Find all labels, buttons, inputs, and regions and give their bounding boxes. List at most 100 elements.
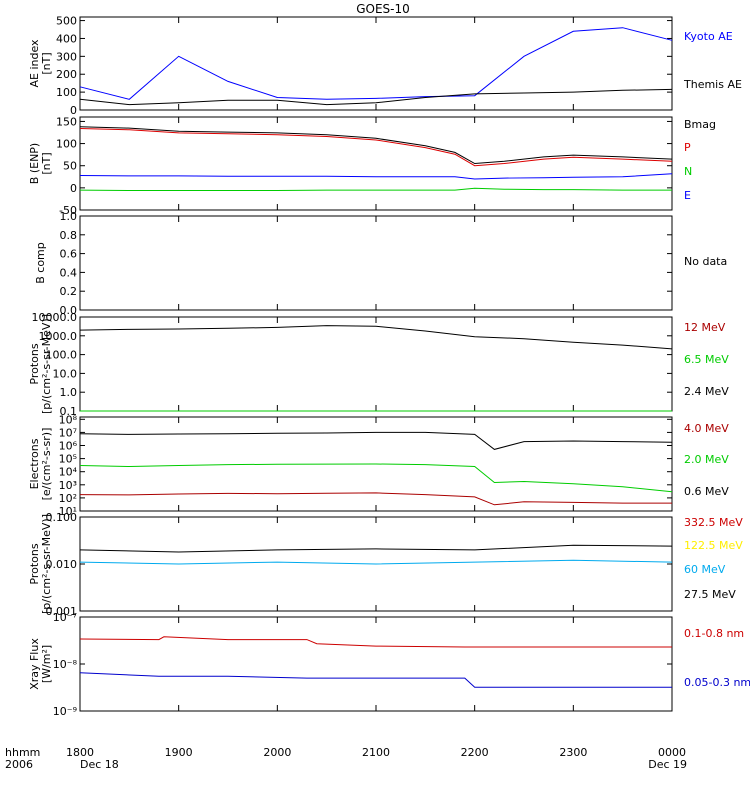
y-tick-label: 0.100 bbox=[46, 511, 78, 524]
y-tick-label: 150 bbox=[56, 115, 77, 128]
series-line-27-5-mev bbox=[79, 544, 673, 553]
y-axis-label: B (ENP) bbox=[28, 143, 41, 184]
panel-4: 0.1 1.0 10.0 100.0 1000.0 10000.0 Protons [p/(c… bbox=[28, 311, 729, 418]
series-line-2-4-mev bbox=[79, 325, 673, 350]
y-axis-label: Protons bbox=[28, 543, 41, 584]
y-tick-label: 500 bbox=[56, 15, 77, 28]
x-tick-label: 0000 bbox=[658, 746, 686, 759]
legend-entry: E bbox=[684, 189, 691, 202]
y-tick-label: 0.2 bbox=[60, 285, 78, 298]
y-tick-label: 0.1 bbox=[60, 405, 78, 418]
x-tick-label: 2200 bbox=[461, 746, 489, 759]
y-tick-label: 10⁸ bbox=[59, 413, 78, 426]
series-line-2-0-mev bbox=[79, 463, 673, 493]
y-tick-label: 0.001 bbox=[46, 605, 78, 618]
legend-entry: Kyoto AE bbox=[684, 30, 733, 43]
panel-frame bbox=[79, 215, 673, 311]
panel-1: 0 100 200 300 400 500 AE index [nT] Kyoto AE Them… bbox=[28, 15, 742, 117]
y-tick-label: 0.4 bbox=[60, 266, 78, 279]
legend-entry: 332.5 MeV bbox=[684, 516, 743, 529]
legend-entry: 122.5 MeV bbox=[684, 539, 743, 552]
y-tick-label: 50 bbox=[63, 160, 77, 173]
panel-3: 0.0 0.2 0.4 0.6 0.8 1.0 B comp No data bbox=[34, 210, 727, 317]
series-line-60-mev bbox=[79, 559, 673, 565]
legend-entry: N bbox=[684, 165, 692, 178]
y-tick-label: 10⁵ bbox=[59, 453, 77, 466]
legend-entry: 60 MeV bbox=[684, 563, 726, 576]
series-line-themis-ae bbox=[79, 88, 673, 106]
series-line-kyoto-ae bbox=[79, 27, 673, 100]
legend-entry: 2.4 MeV bbox=[684, 385, 729, 398]
y-tick-label: 10⁴ bbox=[59, 466, 78, 479]
y-tick-label: 100 bbox=[56, 86, 77, 99]
y-tick-label: 400 bbox=[56, 32, 77, 45]
y-tick-label: 0.8 bbox=[60, 229, 78, 242]
y-tick-label: 300 bbox=[56, 50, 77, 63]
y-tick-label: 10³ bbox=[59, 479, 77, 492]
y-axis-label: [p/(cm²-s-sr-MeV)] bbox=[40, 314, 53, 414]
y-axis-label: Xray Flux bbox=[28, 638, 41, 690]
y-tick-label: 0 bbox=[70, 182, 77, 195]
legend-entry: 2.0 MeV bbox=[684, 453, 729, 466]
legend-entry: 27.5 MeV bbox=[684, 588, 736, 601]
y-axis-label: [nT] bbox=[40, 52, 53, 74]
y-tick-label: -50 bbox=[59, 204, 77, 217]
x-tick-label: 2300 bbox=[559, 746, 587, 759]
legend-entry: No data bbox=[684, 255, 727, 268]
panel-frame bbox=[79, 616, 673, 712]
y-tick-label: 0.010 bbox=[46, 558, 78, 571]
series-line-0-05-0-3-nm bbox=[79, 672, 672, 688]
y-tick-label: 100 bbox=[56, 138, 77, 151]
x-tick-label: 2100 bbox=[362, 746, 390, 759]
y-tick-label: 0.6 bbox=[60, 248, 78, 261]
panel-6: 0.001 0.010 0.100 Protons [p/(cm²-s-sr-MeV)]… bbox=[28, 511, 743, 618]
y-axis-label: [W/m²] bbox=[40, 645, 53, 683]
y-tick-label: 1.0 bbox=[60, 386, 78, 399]
legend-entry: 0.1-0.8 nm bbox=[684, 627, 744, 640]
y-tick-label: 1.0 bbox=[60, 210, 78, 223]
series-line-0-6-mev bbox=[79, 431, 673, 450]
y-axis-label: AE index bbox=[28, 39, 41, 88]
x-year-label: 2006 bbox=[5, 758, 33, 771]
y-tick-label: 1000.0 bbox=[39, 330, 78, 343]
x-start-date: Dec 18 bbox=[80, 758, 119, 771]
legend-entry: 0.6 MeV bbox=[684, 485, 729, 498]
y-axis-label: [p/(cm²-s-sr-MeV)] bbox=[40, 514, 53, 614]
y-tick-label: 10000.0 bbox=[32, 311, 78, 324]
x-tick-label: 2000 bbox=[263, 746, 291, 759]
y-axis-label: B comp bbox=[34, 242, 47, 284]
y-tick-label: 10⁷ bbox=[59, 426, 77, 439]
legend-entry: 6.5 MeV bbox=[684, 353, 729, 366]
panel-frame bbox=[79, 316, 673, 412]
series-line-p bbox=[79, 128, 673, 167]
y-tick-label: 10.0 bbox=[53, 367, 78, 380]
x-tick-label: 1900 bbox=[165, 746, 193, 759]
x-tick-label: 1800 bbox=[66, 746, 94, 759]
y-tick-label: 10⁻⁷ bbox=[53, 611, 77, 624]
legend-entry: 0.05-0.3 nm bbox=[684, 676, 750, 689]
legend-entry: Bmag bbox=[684, 118, 716, 131]
series-line-n bbox=[79, 187, 672, 191]
y-tick-label: 0 bbox=[70, 104, 77, 117]
legend-entry: Themis AE bbox=[683, 78, 742, 91]
series-line-4-0-mev bbox=[79, 492, 672, 506]
y-axis-label: Electrons bbox=[28, 438, 41, 489]
x-row-label: hhmm bbox=[5, 746, 40, 759]
time-axis: hhmm 2006 Dec 18 Dec 19 1800 1900 2000 2100… bbox=[5, 746, 687, 771]
chart-title: GOES-10 bbox=[356, 2, 410, 16]
y-axis-label: [nT] bbox=[40, 152, 53, 174]
y-tick-label: 10¹ bbox=[59, 505, 77, 518]
y-tick-label: 10⁶ bbox=[59, 440, 78, 453]
series-line-e bbox=[79, 173, 673, 180]
y-tick-label: 0.0 bbox=[60, 304, 78, 317]
y-tick-label: 10² bbox=[59, 492, 77, 505]
y-axis-label: [e/(cm²-s-sr)] bbox=[40, 428, 53, 501]
y-tick-label: 100.0 bbox=[46, 349, 78, 362]
series-line-0-1-0-8-nm bbox=[79, 636, 672, 648]
series-line-bmag bbox=[79, 126, 673, 165]
y-tick-label: 10⁻⁹ bbox=[53, 705, 77, 718]
y-tick-label: 10⁻⁸ bbox=[53, 658, 78, 671]
y-tick-label: 200 bbox=[56, 68, 77, 81]
